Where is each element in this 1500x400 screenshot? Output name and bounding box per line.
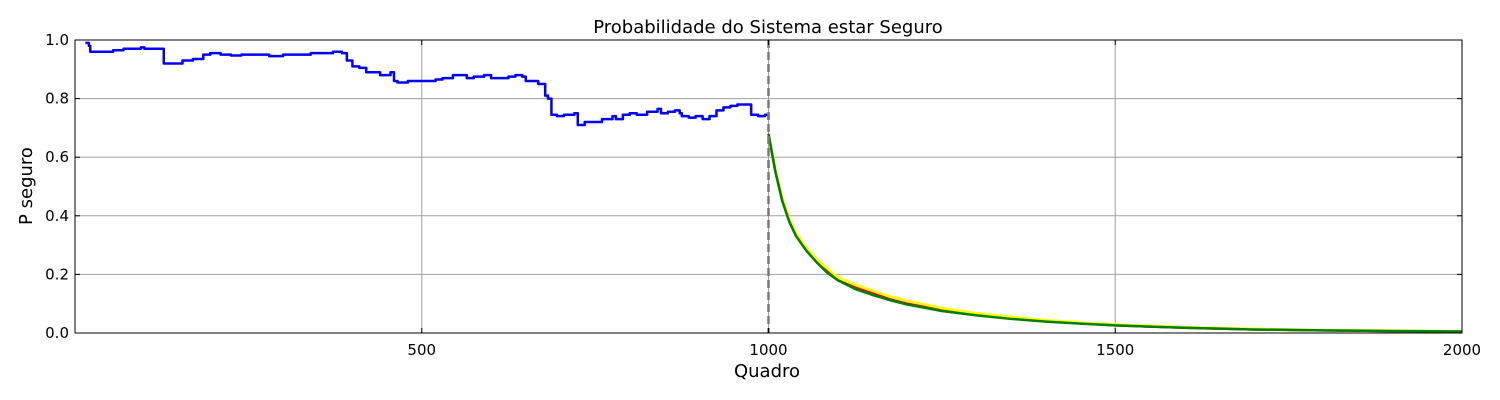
x-tick-label-0: 500 [407,341,436,359]
series-line-green [767,133,1463,333]
x-axis-label: Quadro [734,361,800,382]
plot-series [85,41,1463,333]
x-tick-label-2: 1500 [1096,341,1134,359]
series-line-observed [85,41,770,127]
y-axis-label: P seguro [16,147,37,225]
y-tick-label-0: 0.0 [45,324,69,342]
y-tick-label-2: 0.4 [45,207,69,225]
chart-title: Probabilidade do Sistema estar Seguro [593,17,943,38]
y-tick-label-1: 0.2 [45,265,69,283]
x-tick-label-1: 1000 [749,341,787,359]
y-tick-label-3: 0.6 [45,148,69,166]
y-tick-label-4: 0.8 [45,90,69,108]
axis-ticks: 500 1000 1500 2000 0.0 0.2 0.4 0.6 0.8 1.0 [45,31,1481,359]
y-tick-label-5: 1.0 [45,31,69,49]
x-tick-label-3: 2000 [1443,341,1481,359]
